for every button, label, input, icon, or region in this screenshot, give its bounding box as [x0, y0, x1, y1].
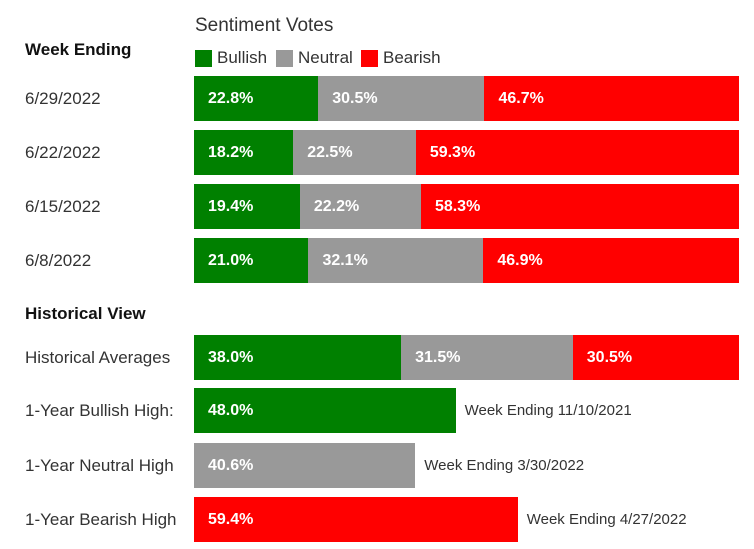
week-row-4-segment-bearish: 46.9% [483, 238, 739, 283]
week-row-1-segment-bullish: 22.8% [194, 76, 319, 121]
neutral-high-note: Week Ending 3/30/2022 [424, 457, 585, 474]
week-row-2-value-neutral: 22.5% [307, 143, 353, 161]
week-row-3-value-bullish: 19.4% [208, 197, 254, 215]
week-row-4-value-bullish: 21.0% [208, 251, 254, 269]
week-row-3-value-neutral: 22.2% [313, 197, 360, 215]
legend-swatch-bullish [195, 49, 212, 67]
week-row-3-segment-bullish: 19.4% [194, 184, 300, 229]
week-row-1-bar: 22.8% 30.5% 46.7% [194, 76, 739, 121]
week-row-4-segment-neutral: 32.1% [308, 238, 484, 283]
week-row-1-value-bearish: 46.7% [498, 89, 544, 107]
bullish-high-label: 1-Year Bullish High: [25, 400, 174, 420]
legend-title: Sentiment Votes [195, 15, 334, 36]
week-row-3-segment-bearish: 58.3% [420, 184, 739, 229]
historical-averages-value-bullish: 38.0% [208, 348, 254, 366]
legend-label-bullish: Bullish [217, 48, 268, 67]
week-row-3-value-bearish: 58.3% [434, 197, 481, 215]
legend-item-neutral: Neutral [276, 47, 353, 69]
week-row-4-value-neutral: 32.1% [322, 251, 368, 269]
week-row-2-value-bearish: 59.3% [429, 143, 476, 161]
neutral-high-label: 1-Year Neutral High [25, 455, 174, 475]
legend-swatch-bearish [361, 49, 378, 67]
week-row-4-label: 6/8/2022 [25, 250, 92, 270]
historical-view-heading: Historical View [25, 304, 146, 323]
legend-label-neutral: Neutral [298, 48, 353, 67]
week-row-1-segment-bearish: 46.7% [484, 76, 739, 121]
week-row-4-bar: 21.0% 32.1% 46.9% [194, 238, 739, 283]
historical-averages-segment-bearish: 30.5% [572, 335, 739, 380]
bearish-high-label: 1-Year Bearish High [25, 509, 177, 529]
week-row-2-label: 6/22/2022 [25, 142, 101, 162]
historical-averages-segment-neutral: 31.5% [401, 335, 573, 380]
historical-averages-segment-bullish: 38.0% [194, 335, 402, 380]
legend-swatch-neutral [276, 49, 293, 67]
bullish-high-note: Week Ending 11/10/2021 [464, 402, 632, 419]
week-row-2-segment-bullish: 18.2% [194, 130, 294, 175]
neutral-high-value: 40.6% [208, 456, 254, 474]
week-ending-heading: Week Ending [25, 40, 132, 59]
legend-item-bullish: Bullish [195, 47, 267, 69]
historical-averages-value-neutral: 31.5% [415, 348, 461, 366]
week-row-1-value-bullish: 22.8% [208, 89, 254, 107]
historical-averages-label: Historical Averages [25, 347, 171, 367]
week-row-3-bar: 19.4% 22.2% 58.3% [194, 184, 739, 229]
bearish-high-value: 59.4% [208, 510, 254, 528]
week-row-2-segment-neutral: 22.5% [293, 130, 416, 175]
week-row-1-value-neutral: 30.5% [332, 89, 378, 107]
historical-averages-value-bearish: 30.5% [586, 348, 633, 366]
week-row-2-segment-bearish: 59.3% [415, 130, 739, 175]
week-row-2-value-bullish: 18.2% [208, 143, 254, 161]
neutral-high-bar: 40.6% [194, 443, 416, 488]
bearish-high-note: Week Ending 4/27/2022 [526, 511, 687, 528]
legend-item-bearish: Bearish [361, 47, 441, 69]
week-row-1-segment-neutral: 30.5% [318, 76, 485, 121]
bearish-high-bar: 59.4% [194, 497, 518, 542]
week-row-2-bar: 18.2% 22.5% 59.3% [194, 130, 739, 175]
week-row-3-label: 6/15/2022 [25, 196, 101, 216]
week-row-4-segment-bullish: 21.0% [194, 238, 309, 283]
week-row-3-segment-neutral: 22.2% [299, 184, 421, 229]
bullish-high-value: 48.0% [208, 401, 254, 419]
week-row-4-value-bearish: 46.9% [497, 251, 543, 269]
historical-averages-bar: 38.0% 31.5% 30.5% [194, 335, 739, 380]
bullish-high-bar: 48.0% [194, 388, 456, 433]
legend-label-bearish: Bearish [383, 48, 441, 67]
week-row-1-label: 6/29/2022 [25, 88, 101, 108]
